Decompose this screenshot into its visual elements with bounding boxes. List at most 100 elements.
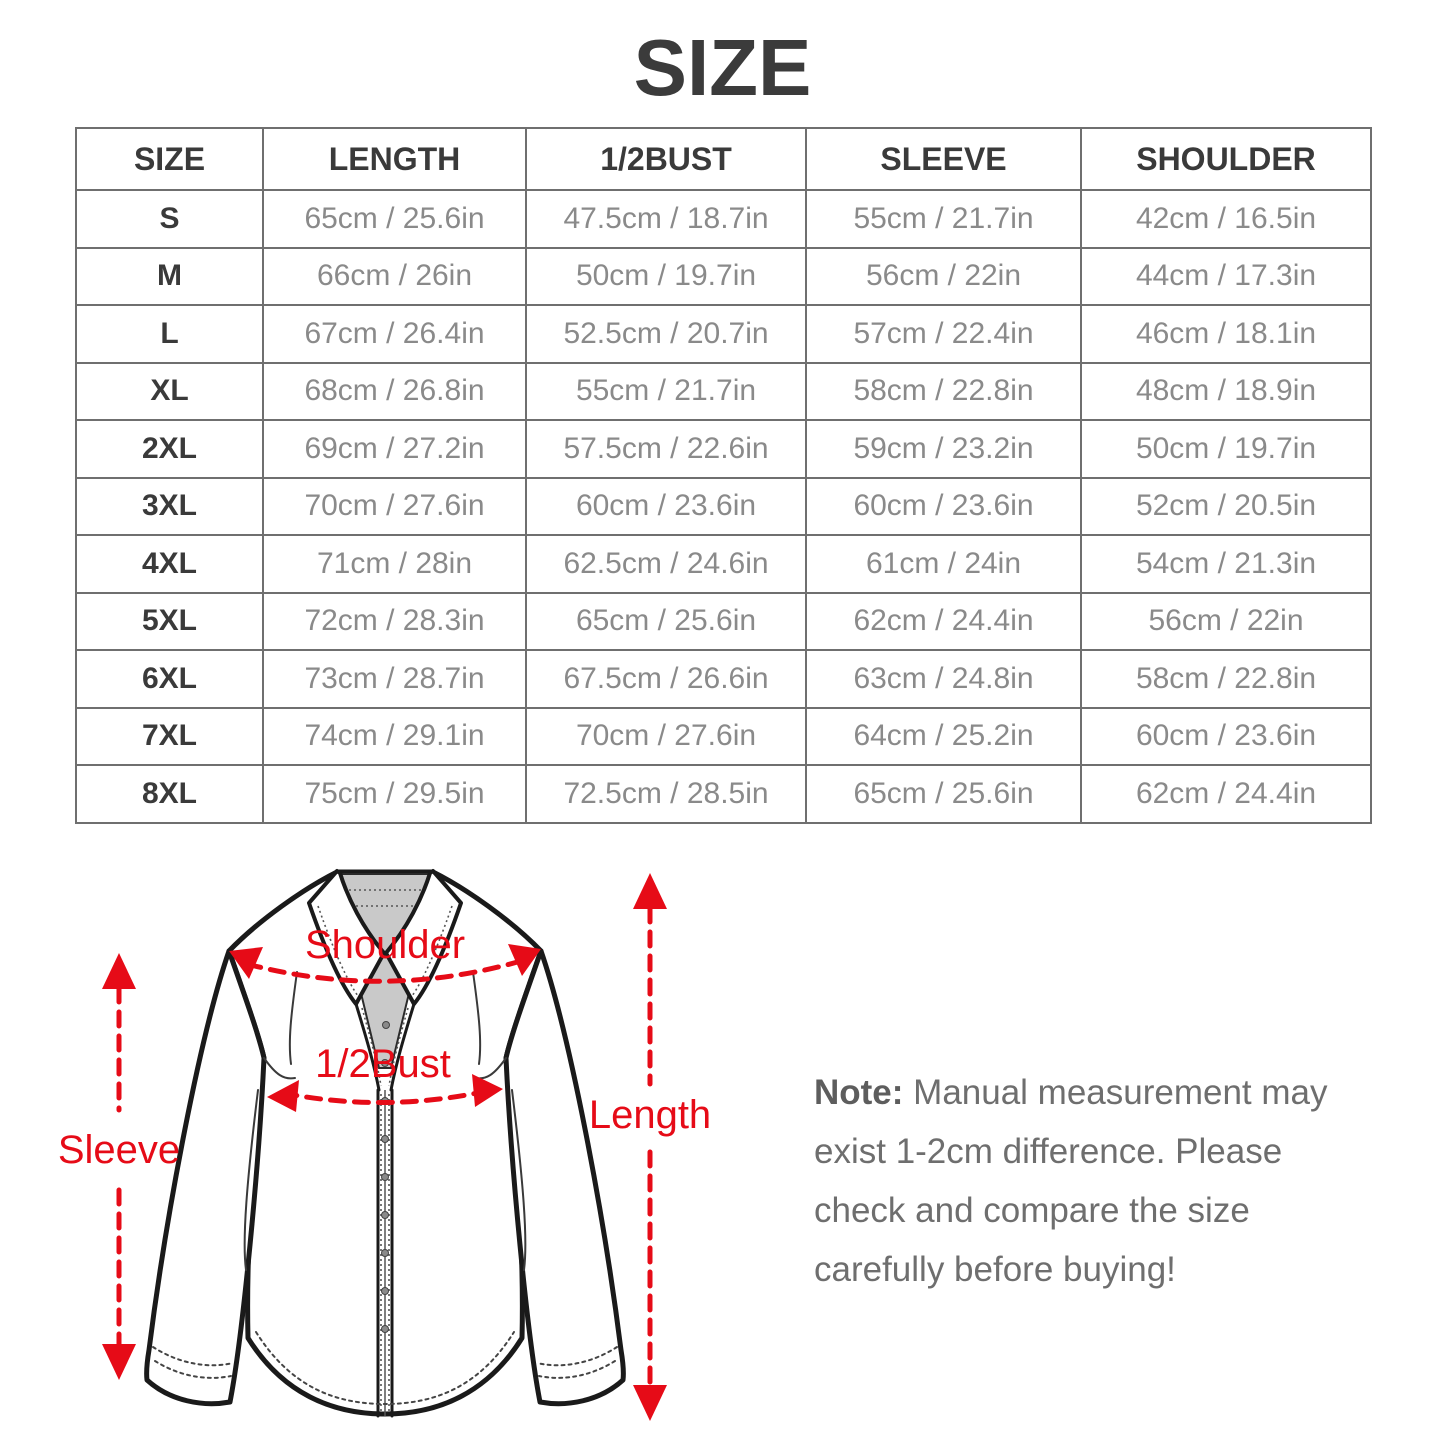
note-line: exist 1-2cm difference. Please	[814, 1132, 1283, 1171]
measurement-cell: 62cm / 24.4in	[1080, 764, 1372, 824]
measurement-cell: 73cm / 28.7in	[262, 649, 527, 709]
measurement-cell: 72cm / 28.3in	[262, 591, 527, 651]
size-cell: 2XL	[75, 419, 264, 479]
column-header: 1/2BUST	[525, 127, 807, 191]
measurement-cell: 70cm / 27.6in	[525, 706, 807, 766]
measurement-cell: 48cm / 18.9in	[1080, 361, 1372, 421]
shoulder-arrowhead-left	[229, 947, 263, 979]
measurement-cell: 58cm / 22.8in	[805, 361, 1082, 421]
measurement-cell: 65cm / 25.6in	[525, 591, 807, 651]
sleeve-arrowhead-top	[102, 953, 136, 989]
column-header: LENGTH	[262, 127, 527, 191]
measurement-cell: 63cm / 24.8in	[805, 649, 1082, 709]
hem-stitching	[255, 1331, 515, 1406]
measurement-cell: 52cm / 20.5in	[1080, 476, 1372, 536]
crease-line	[263, 1057, 296, 1080]
column-header: SLEEVE	[805, 127, 1082, 191]
crease-line	[288, 971, 298, 1065]
table-row: 4XL 71cm / 28in 62.5cm / 24.6in 61cm / 24in…	[75, 534, 1372, 594]
neckline-left	[354, 1002, 381, 1092]
measurement-cell: 65cm / 25.6in	[262, 189, 527, 249]
measurement-cell: 52.5cm / 20.7in	[525, 304, 807, 364]
shoulder-arrowhead-right	[508, 944, 541, 976]
shoulder-measure-label: Shoulder	[305, 923, 465, 967]
length-arrowhead-bottom	[633, 1385, 667, 1421]
table-row: 2XL 69cm / 27.2in 57.5cm / 22.6in 59cm / 23…	[75, 419, 1372, 479]
measurement-cell: 70cm / 27.6in	[262, 476, 527, 536]
size-cell: 4XL	[75, 534, 264, 594]
bust-arrowhead-left	[267, 1080, 299, 1112]
length-arrowhead-top	[633, 873, 667, 909]
table-row: L 67cm / 26.4in 52.5cm / 20.7in 57cm / 22.4…	[75, 304, 1372, 364]
measurement-cell: 47.5cm / 18.7in	[525, 189, 807, 249]
measurement-cell: 62cm / 24.4in	[805, 591, 1082, 651]
table-row: 5XL 72cm / 28.3in 65cm / 25.6in 62cm / 24.4…	[75, 591, 1372, 651]
measurement-cell: 68cm / 26.8in	[262, 361, 527, 421]
size-cell: M	[75, 246, 264, 306]
measurement-cell: 65cm / 25.6in	[805, 764, 1082, 824]
right-cuff-stitching	[538, 1360, 616, 1379]
table-header-row: SIZE LENGTH 1/2BUST SLEEVE SHOULDER	[75, 127, 1372, 191]
measurement-cell: 60cm / 23.6in	[525, 476, 807, 536]
table-row: 6XL 73cm / 28.7in 67.5cm / 26.6in 63cm / 24…	[75, 649, 1372, 709]
measurement-cell: 71cm / 28in	[262, 534, 527, 594]
size-cell: XL	[75, 361, 264, 421]
measurement-cell: 59cm / 23.2in	[805, 419, 1082, 479]
measurement-cell: 67.5cm / 26.6in	[525, 649, 807, 709]
right-cuff-stitching	[536, 1346, 618, 1367]
crease-line	[511, 1089, 527, 1271]
column-header: SHOULDER	[1080, 127, 1372, 191]
note-line: check and compare the size	[814, 1191, 1250, 1230]
measurement-cell: 54cm / 21.3in	[1080, 534, 1372, 594]
note-prefix: Note:	[814, 1073, 904, 1112]
size-cell: 5XL	[75, 591, 264, 651]
measurement-cell: 58cm / 22.8in	[1080, 649, 1372, 709]
page-title: SIZE	[633, 23, 812, 112]
table-row: 8XL 75cm / 29.5in 72.5cm / 28.5in 65cm / 25…	[75, 764, 1372, 824]
size-table: SIZE LENGTH 1/2BUST SLEEVE SHOULDER S 65cm / …	[75, 127, 1372, 824]
measurement-cell: 57cm / 22.4in	[805, 304, 1082, 364]
table-row: XL 68cm / 26.8in 55cm / 21.7in 58cm / 22.8i…	[75, 361, 1372, 421]
measurement-cell: 42cm / 16.5in	[1080, 189, 1372, 249]
size-cell: 8XL	[75, 764, 264, 824]
measurement-cell: 55cm / 21.7in	[805, 189, 1082, 249]
table-row: 3XL 70cm / 27.6in 60cm / 23.6in 60cm / 23.6…	[75, 476, 1372, 536]
measurement-cell: 66cm / 26in	[262, 246, 527, 306]
note-line: carefully before buying!	[814, 1250, 1176, 1289]
measurement-cell: 50cm / 19.7in	[525, 246, 807, 306]
measurement-cell: 55cm / 21.7in	[525, 361, 807, 421]
crease-line	[472, 971, 482, 1065]
left-cuff-stitching	[152, 1346, 234, 1367]
table-row: S 65cm / 25.6in 47.5cm / 18.7in 55cm / 21.7…	[75, 189, 1372, 249]
sleeve-measure-label: Sleeve	[58, 1128, 180, 1172]
size-cell: S	[75, 189, 264, 249]
measurement-cell: 64cm / 25.2in	[805, 706, 1082, 766]
collar-stitching	[411, 905, 453, 997]
note-line: Note: Manual measurement may	[814, 1073, 1328, 1112]
measurement-cell: 56cm / 22in	[805, 246, 1082, 306]
sleeve-arrowhead-bottom	[102, 1344, 136, 1380]
crease-line	[243, 1089, 259, 1271]
size-cell: 7XL	[75, 706, 264, 766]
size-cell: L	[75, 304, 264, 364]
bust-measure-label: 1/2Bust	[315, 1042, 451, 1086]
measurement-cell: 46cm / 18.1in	[1080, 304, 1372, 364]
size-cell: 6XL	[75, 649, 264, 709]
measurement-cell: 57.5cm / 22.6in	[525, 419, 807, 479]
measurement-cell: 67cm / 26.4in	[262, 304, 527, 364]
measurement-cell: 72.5cm / 28.5in	[525, 764, 807, 824]
bust-arrowhead-right	[472, 1074, 503, 1107]
table-row: M 66cm / 26in 50cm / 19.7in 56cm / 22in 44cm…	[75, 246, 1372, 306]
measurement-cell: 56cm / 22in	[1080, 591, 1372, 651]
measurement-cell: 61cm / 24in	[805, 534, 1082, 594]
measurement-note: Note: Manual measurement may exist 1-2cm…	[814, 1063, 1414, 1299]
left-cuff-stitching	[154, 1360, 232, 1379]
measurement-cell: 50cm / 19.7in	[1080, 419, 1372, 479]
shirt-measurement-diagram: Shoulder 1/2Bust Sleeve Length	[58, 869, 711, 1421]
collar-stitching	[317, 905, 359, 997]
measurement-cell: 60cm / 23.6in	[805, 476, 1082, 536]
measurement-cell: 62.5cm / 24.6in	[525, 534, 807, 594]
bust-arrow-line	[280, 1088, 490, 1106]
column-header: SIZE	[75, 127, 264, 191]
